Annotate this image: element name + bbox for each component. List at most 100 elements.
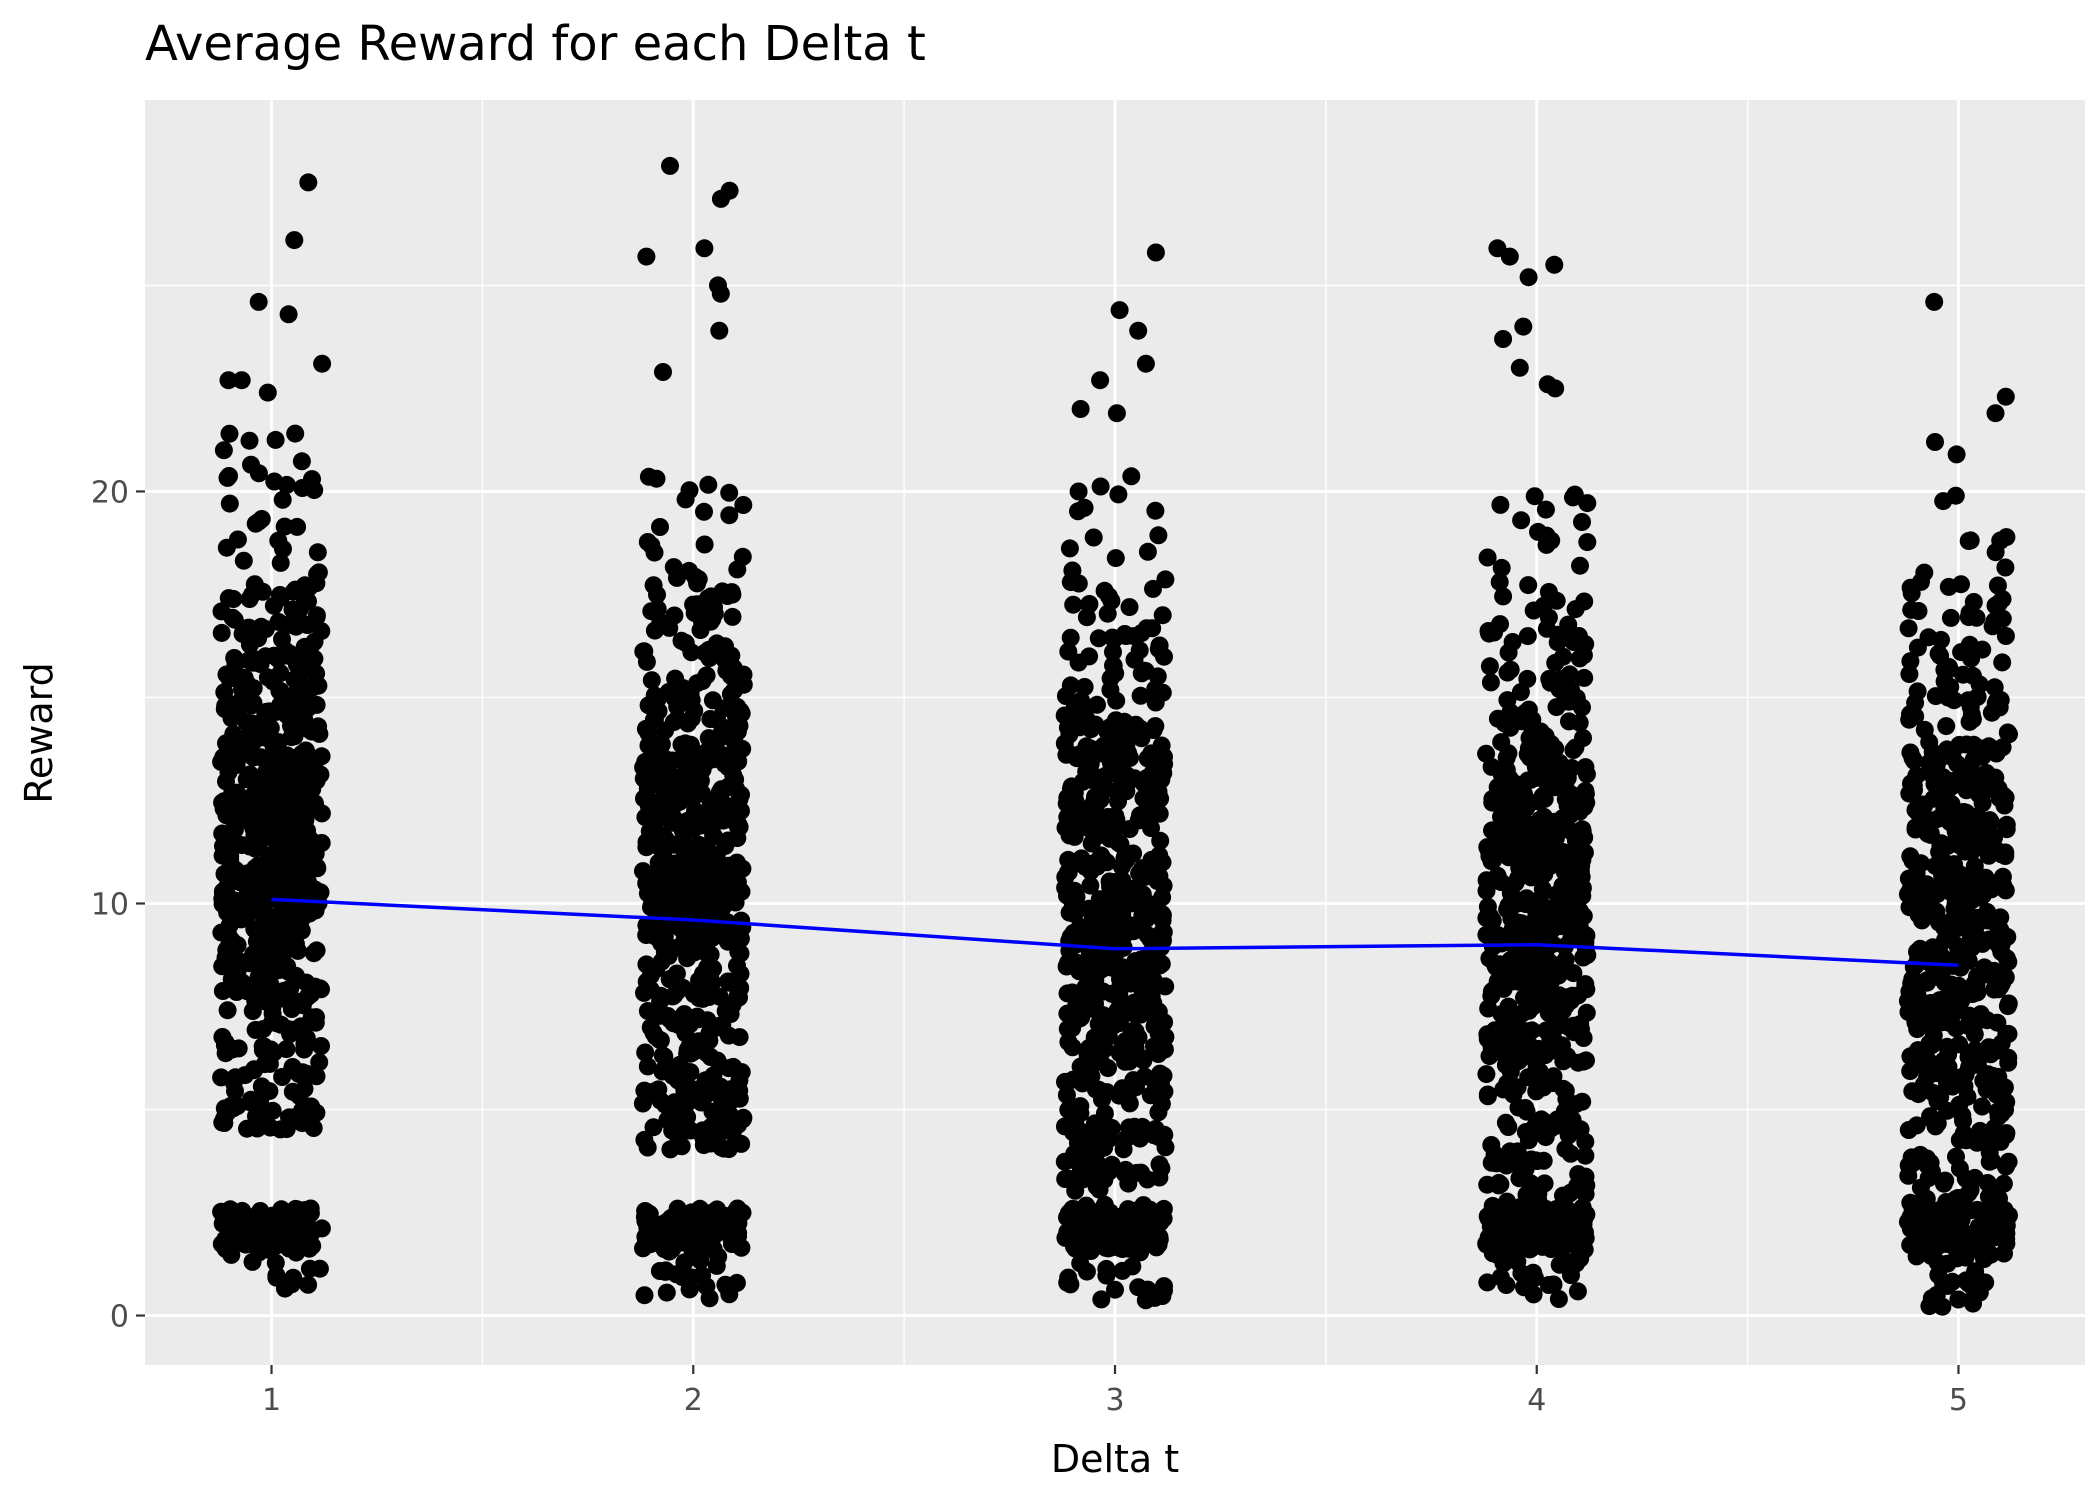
data-point (1911, 1048, 1930, 1067)
data-point (293, 829, 312, 848)
data-point (719, 726, 738, 745)
data-point (1960, 693, 1979, 712)
data-point (1900, 665, 1919, 684)
data-points (212, 156, 2018, 1316)
data-point (710, 921, 729, 940)
data-point (292, 921, 311, 940)
data-point (263, 1101, 282, 1120)
data-point (236, 1066, 255, 1085)
data-point (1499, 997, 1518, 1016)
data-point (635, 789, 653, 808)
data-point (1537, 1021, 1556, 1040)
data-point (247, 1107, 265, 1126)
data-point (302, 1097, 321, 1116)
data-point (1106, 807, 1125, 825)
data-point (725, 681, 744, 700)
data-point (212, 602, 231, 621)
data-point (1548, 633, 1567, 652)
data-point (1965, 857, 1984, 876)
data-point (1526, 757, 1545, 776)
data-point (1980, 1152, 1999, 1171)
data-point (1570, 649, 1589, 668)
data-point (1089, 1015, 1108, 1033)
data-point (230, 898, 249, 917)
data-point (726, 893, 745, 912)
data-point (716, 1211, 735, 1230)
data-point (1577, 1176, 1596, 1195)
data-point (1069, 653, 1088, 672)
data-point (297, 973, 316, 992)
data-point (1506, 1203, 1525, 1222)
data-point (1930, 745, 1949, 764)
data-point (645, 621, 664, 640)
data-point (307, 1067, 326, 1086)
data-point (1975, 958, 1994, 977)
data-point (1544, 1275, 1563, 1294)
data-point (1947, 445, 1966, 464)
data-point (1576, 758, 1595, 777)
data-point (1537, 1211, 1556, 1230)
data-point (304, 1119, 323, 1137)
data-point (246, 1020, 265, 1039)
data-point (1122, 467, 1141, 486)
data-point (1484, 851, 1502, 870)
data-point (1075, 678, 1094, 696)
data-point (1921, 994, 1940, 1012)
data-point (226, 729, 245, 748)
data-point (223, 959, 242, 978)
data-point (264, 672, 283, 691)
data-point (720, 483, 739, 502)
data-point (1491, 615, 1509, 634)
data-point (1578, 533, 1597, 552)
data-point (700, 858, 719, 877)
data-point (269, 531, 288, 550)
data-point (249, 464, 268, 483)
data-point (295, 1034, 314, 1053)
data-point (1959, 1184, 1978, 1203)
data-point (674, 679, 693, 698)
data-point (1085, 996, 1104, 1015)
data-point (1110, 301, 1129, 320)
data-point (1918, 824, 1937, 843)
data-point (282, 1275, 301, 1294)
data-point (1939, 1045, 1958, 1064)
data-point (635, 642, 654, 661)
data-point (295, 1079, 314, 1098)
data-point (1546, 916, 1565, 935)
data-point (1518, 890, 1537, 909)
x-tick-label: 1 (262, 1383, 281, 1418)
data-point (669, 1016, 688, 1034)
data-point (734, 665, 753, 684)
data-point (1998, 997, 2017, 1016)
data-point (1120, 598, 1139, 617)
data-point (247, 1206, 266, 1225)
data-point (1997, 1093, 2016, 1111)
data-point (670, 777, 688, 796)
data-point (240, 868, 259, 887)
data-point (713, 1098, 732, 1117)
data-point (1148, 905, 1167, 924)
data-point (250, 798, 269, 817)
data-point (1132, 664, 1151, 683)
data-point (1151, 1213, 1170, 1232)
data-point (1077, 1262, 1096, 1281)
data-point (664, 906, 683, 925)
data-point (1959, 1274, 1978, 1293)
data-point (1925, 292, 1944, 311)
data-point (1091, 371, 1110, 390)
data-point (1548, 1110, 1567, 1129)
data-point (1553, 1001, 1572, 1020)
data-point (730, 1028, 749, 1047)
data-point (256, 891, 275, 909)
data-point (242, 814, 261, 833)
data-point (695, 535, 714, 554)
data-point (257, 916, 276, 935)
data-point (640, 1205, 659, 1224)
data-point (308, 834, 327, 853)
data-point (719, 758, 738, 777)
data-point (723, 607, 742, 626)
data-point (1992, 943, 2011, 961)
data-point (1104, 656, 1123, 675)
data-point (259, 846, 278, 865)
